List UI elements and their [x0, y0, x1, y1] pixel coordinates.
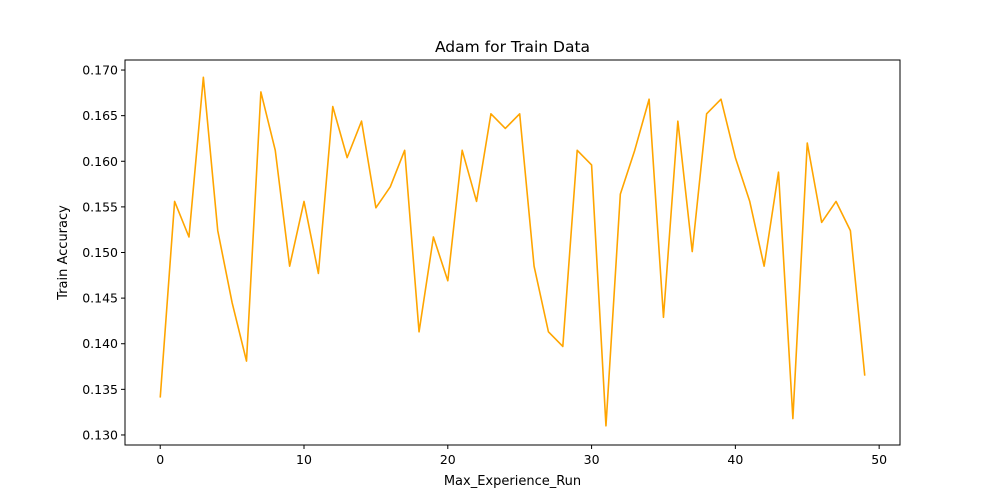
plot-background	[125, 60, 900, 445]
y-tick-label: 0.170	[82, 63, 118, 78]
x-tick-label: 50	[871, 452, 887, 467]
y-tick-label: 0.165	[82, 108, 118, 123]
chart-title: Adam for Train Data	[435, 38, 590, 56]
x-tick-label: 30	[584, 452, 600, 467]
y-tick-label: 0.135	[82, 382, 118, 397]
x-axis-label: Max_Experience_Run	[444, 474, 581, 489]
x-tick-label: 0	[156, 452, 164, 467]
y-tick-label: 0.160	[82, 154, 118, 169]
y-axis-ticks: 0.130 0.135 0.140 0.145 0.150 0.155 0.160 0.165…	[82, 63, 125, 442]
y-axis-label: Train Accuracy	[56, 205, 71, 301]
plot-frame	[124, 59, 901, 446]
y-tick-label: 0.145	[82, 291, 118, 306]
x-axis-ticks: 0 10 20 30 40 50	[156, 445, 887, 467]
x-tick-label: 20	[440, 452, 456, 467]
x-tick-label: 40	[727, 452, 743, 467]
series-line-0	[159, 76, 866, 427]
y-tick-label: 0.155	[82, 199, 118, 214]
x-tick-label: 10	[296, 452, 312, 467]
y-tick-label: 0.130	[82, 427, 118, 442]
series-layer	[159, 76, 866, 427]
y-tick-label: 0.150	[82, 245, 118, 260]
y-tick-label: 0.140	[82, 336, 118, 351]
